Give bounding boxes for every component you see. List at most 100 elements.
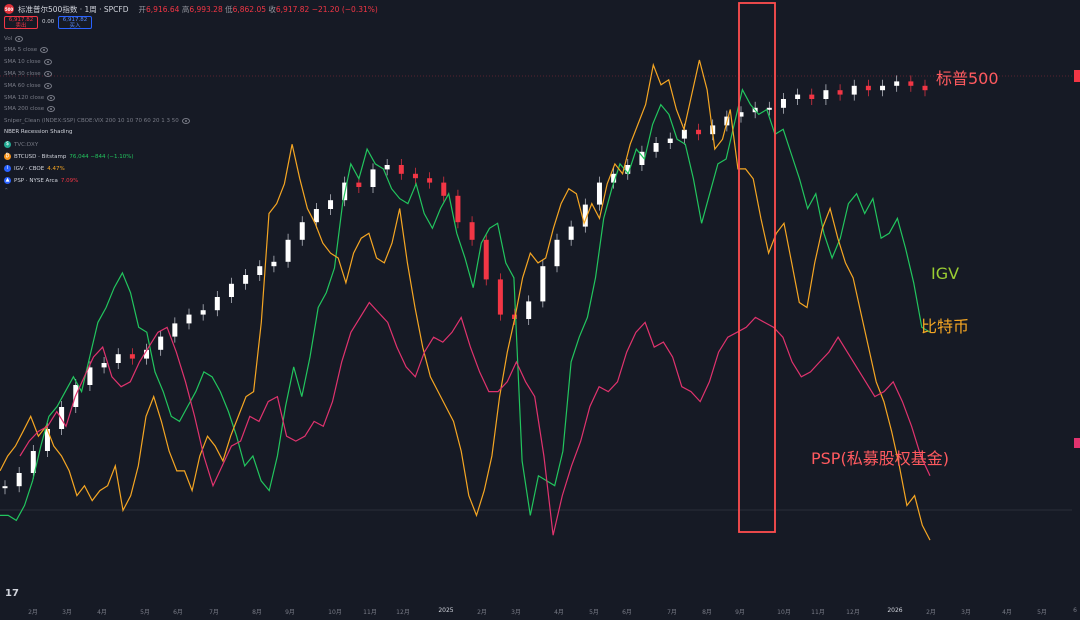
buy-button[interactable]: 6,917.82 买入	[58, 16, 92, 29]
candle	[243, 275, 249, 284]
candle	[115, 354, 121, 363]
x-tick-label: 3月	[961, 609, 971, 616]
candle	[908, 81, 914, 86]
indicator-nber[interactable]: NBER Recession Shading	[4, 129, 73, 135]
symbol-title[interactable]: 标准普尔500指数 · 1周 · SPCFD	[18, 4, 129, 14]
candle	[87, 367, 93, 385]
eye-icon[interactable]	[43, 83, 52, 89]
sell-button[interactable]: 6,917.82 卖出	[4, 16, 38, 29]
candle	[526, 301, 532, 319]
info-icon: i	[4, 165, 11, 172]
tradingview-logo[interactable]: 17	[5, 588, 19, 599]
candle	[200, 310, 206, 315]
x-tick-label: 2月	[28, 609, 38, 616]
candle	[596, 182, 602, 205]
indicator-sma120[interactable]: SMA 120 close	[4, 95, 56, 101]
eye-icon[interactable]	[181, 118, 190, 124]
candle	[16, 473, 22, 487]
candle	[101, 363, 107, 368]
sp500-logo-icon: 500	[4, 4, 14, 14]
x-tick-label: 3月	[62, 609, 72, 616]
x-tick-label: 10月	[777, 609, 791, 616]
candle	[59, 407, 65, 429]
candle	[441, 182, 447, 196]
candle	[653, 143, 659, 152]
indicator-sma60[interactable]: SMA 60 close	[4, 83, 52, 89]
eye-icon[interactable]	[47, 95, 56, 101]
indicator-sma30[interactable]: SMA 30 close	[4, 71, 52, 77]
x-tick-label: 2月	[926, 609, 936, 616]
indicator-vol[interactable]: Vol	[4, 36, 24, 42]
candle	[611, 173, 617, 183]
indicator-sma5[interactable]: SMA 5 close	[4, 47, 49, 53]
x-tick-label: 8月	[252, 609, 262, 616]
candle	[158, 336, 164, 350]
price-scale-marker	[1074, 70, 1080, 82]
eye-icon[interactable]	[43, 59, 52, 65]
x-tick-label: 8月	[702, 609, 712, 616]
eye-icon[interactable]	[15, 36, 24, 42]
x-tick-label: 11月	[363, 609, 377, 616]
compare-dxy[interactable]: $ TVC:DXY	[4, 141, 39, 148]
candle	[766, 107, 772, 110]
highlight-box	[738, 2, 776, 533]
candle	[837, 90, 843, 95]
candle	[44, 429, 50, 451]
candle	[795, 94, 801, 99]
candle	[809, 94, 815, 99]
x-tick-label: 9月	[285, 609, 295, 616]
eye-icon[interactable]	[43, 71, 52, 77]
x-tick-label: 2025	[438, 607, 454, 614]
x-tick-label: 4月	[97, 609, 107, 616]
indicator-sma200[interactable]: SMA 200 close	[4, 106, 56, 112]
eye-icon[interactable]	[47, 106, 56, 112]
x-tick-label: 6月	[622, 609, 632, 616]
candle	[30, 451, 36, 473]
indicator-sniper[interactable]: Sniper_Clean (INDEX:SSP) CBOE:VIX 200 10…	[4, 118, 190, 124]
eye-icon[interactable]	[40, 47, 49, 53]
candle	[2, 486, 8, 489]
annotation-sp500: 标普500	[936, 69, 999, 88]
candle	[582, 204, 588, 227]
compare-btc[interactable]: ₿ BTCUSD · Bitstamp 76,044 −844 (−1.10%)	[4, 153, 134, 160]
candle	[667, 138, 673, 143]
compare-psp[interactable]: ▲ PSP · NYSE Arca 7.09%	[4, 177, 79, 184]
candle	[540, 266, 546, 302]
dollar-icon: $	[4, 141, 11, 148]
x-tick-label: 9月	[735, 609, 745, 616]
candle	[922, 85, 928, 91]
compare-igv[interactable]: i IGV · CBOE 4.47%	[4, 165, 65, 172]
candle	[214, 297, 220, 311]
x-tick-label: 5月	[140, 609, 150, 616]
x-tick-label: 4月	[1002, 609, 1012, 616]
collapse-legend-icon[interactable]: ⌃	[4, 188, 9, 194]
candle	[186, 314, 192, 324]
candle	[851, 85, 857, 95]
candle	[497, 279, 503, 315]
candle	[129, 354, 135, 359]
candle	[738, 112, 744, 117]
x-tick-label: 12月	[846, 609, 860, 616]
candle	[257, 266, 263, 275]
series-line-psp	[19, 301, 931, 536]
candle	[427, 178, 433, 183]
candle	[625, 165, 631, 174]
x-tick-label: 5月	[589, 609, 599, 616]
chart-header: 500 标准普尔500指数 · 1周 · SPCFD 开6,916.64 高6,…	[4, 2, 378, 16]
candle	[313, 209, 319, 223]
indicator-sma10[interactable]: SMA 10 close	[4, 59, 52, 65]
candle	[285, 239, 291, 262]
x-tick-label: 4月	[554, 609, 564, 616]
candle	[639, 151, 645, 165]
candle	[894, 81, 900, 86]
candle	[228, 283, 234, 297]
ohlc-readout: 开6,916.64 高6,993.28 低6,862.05 收6,917.82 …	[138, 4, 378, 14]
x-tick-label: 6	[1073, 607, 1077, 614]
series-line-btc	[0, 59, 931, 541]
candle	[144, 349, 150, 359]
annotation-psp: PSP(私募股权基金)	[811, 449, 949, 468]
candle	[483, 239, 489, 280]
candle	[412, 173, 418, 179]
